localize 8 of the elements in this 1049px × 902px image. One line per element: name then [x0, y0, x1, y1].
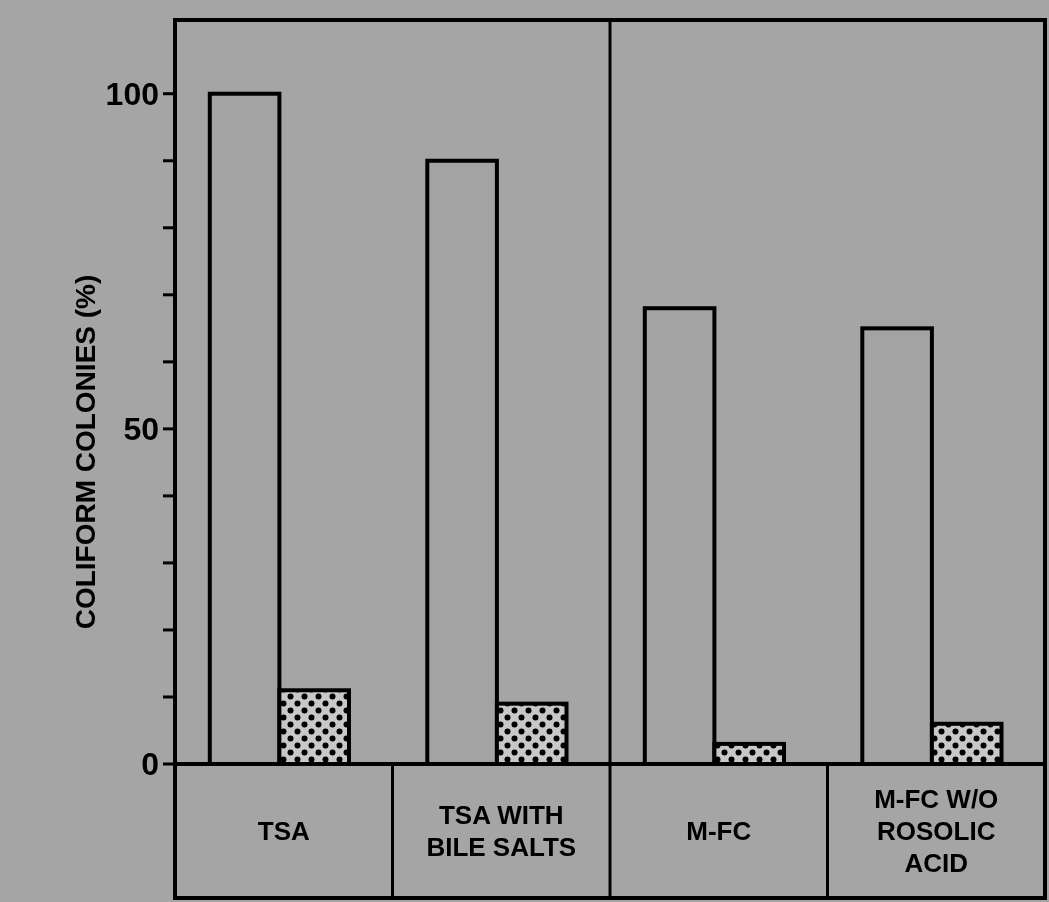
y-tick-label: 0	[141, 746, 159, 783]
x-tick-label: M-FC W/O ROSOLIC ACID	[874, 784, 999, 879]
y-tick-label: 100	[105, 75, 159, 112]
y-tick-label: 50	[123, 411, 159, 448]
x-tick-label: TSA WITH BILE SALTS	[426, 800, 577, 863]
x-tick-label: M-FC	[686, 816, 752, 847]
y-axis-title: COLIFORM COLONIES (%)	[70, 274, 101, 630]
x-tick-label: TSA	[257, 816, 310, 847]
